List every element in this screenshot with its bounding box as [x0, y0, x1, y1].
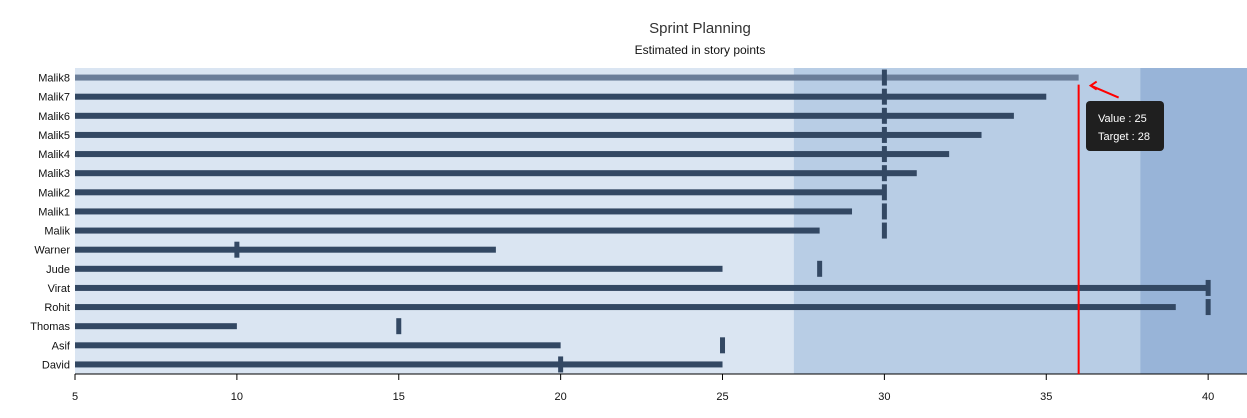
- tooltip-target: Target : 28: [1098, 131, 1150, 143]
- bar-malik8: [75, 74, 1079, 81]
- category-label-thomas: Thomas: [30, 321, 70, 333]
- category-label-malik4: Malik4: [38, 149, 70, 161]
- bar-malik7: [75, 93, 1047, 100]
- target-marker-thomas: [396, 318, 402, 335]
- target-marker-rohit: [1205, 299, 1211, 316]
- target-marker-malik: [881, 222, 887, 239]
- bar-malik1: [75, 208, 853, 215]
- category-label-malik7: Malik7: [38, 92, 70, 104]
- category-label-malik8: Malik8: [38, 73, 70, 85]
- category-label-david: David: [42, 359, 70, 371]
- tooltip: Value : 25 Target : 28: [1086, 101, 1164, 151]
- category-label-virat: Virat: [48, 283, 70, 295]
- band-0: [75, 68, 794, 374]
- target-marker-malik3: [881, 165, 887, 182]
- bar-malik: [75, 227, 820, 234]
- bar-warner: [75, 246, 496, 253]
- category-labels: Malik8 Malik7 Malik6 Malik5 Malik4 Malik3 Mali…: [30, 73, 71, 372]
- tooltip-value: Value : 25: [1098, 113, 1147, 125]
- bar-malik3: [75, 170, 917, 177]
- x-tick-label-15: 15: [393, 391, 405, 403]
- band-1: [793, 68, 1141, 374]
- bar-thomas: [75, 323, 237, 330]
- target-marker-virat: [1205, 279, 1211, 296]
- bar-malik6: [75, 112, 1014, 119]
- category-label-malik5: Malik5: [38, 130, 70, 142]
- category-label-asif: Asif: [52, 340, 71, 352]
- target-marker-asif: [720, 337, 726, 354]
- target-marker-malik1: [881, 203, 887, 220]
- category-label-warner: Warner: [34, 245, 70, 257]
- bar-david: [75, 361, 723, 368]
- x-tick-label-5: 5: [72, 391, 78, 403]
- category-label-malik1: Malik1: [38, 206, 70, 218]
- x-tick-label-35: 35: [1040, 391, 1052, 403]
- target-marker-malik8: [881, 69, 887, 86]
- target-marker-warner: [234, 241, 240, 258]
- bar-virat: [75, 284, 1209, 291]
- target-marker-malik6: [881, 107, 887, 124]
- x-tick-label-30: 30: [878, 391, 890, 403]
- performance-bands: [75, 68, 1247, 374]
- target-marker-malik5: [881, 126, 887, 143]
- bar-malik4: [75, 151, 950, 158]
- chart-subtitle: Estimated in story points: [634, 43, 766, 57]
- x-tick-label-25: 25: [716, 391, 728, 403]
- reference-line-group: [1077, 80, 1120, 374]
- target-markers: [234, 69, 1211, 373]
- bar-malik5: [75, 131, 982, 138]
- x-tick-label-10: 10: [231, 391, 243, 403]
- bar-asif: [75, 342, 561, 349]
- bar-malik2: [75, 189, 885, 196]
- x-axis: 5 10 15 20 25 30 35 40: [72, 373, 1247, 403]
- category-label-malik6: Malik6: [38, 111, 70, 123]
- category-label-malik: Malik: [44, 226, 70, 238]
- reference-pointer-arrow: [1088, 80, 1120, 99]
- target-marker-malik7: [881, 88, 887, 105]
- target-marker-malik4: [881, 146, 887, 163]
- category-label-rohit: Rohit: [44, 302, 70, 314]
- target-marker-malik2: [881, 184, 887, 201]
- target-marker-david: [558, 356, 564, 373]
- target-marker-jude: [817, 260, 823, 277]
- category-label-malik3: Malik3: [38, 168, 70, 180]
- bar-jude: [75, 265, 723, 272]
- bar-rohit: [75, 304, 1176, 311]
- value-bars: [75, 74, 1209, 368]
- category-label-jude: Jude: [46, 264, 70, 276]
- chart-title: Sprint Planning: [649, 20, 751, 37]
- x-tick-label-20: 20: [555, 391, 567, 403]
- category-label-malik2: Malik2: [38, 187, 70, 199]
- x-tick-label-40: 40: [1202, 391, 1214, 403]
